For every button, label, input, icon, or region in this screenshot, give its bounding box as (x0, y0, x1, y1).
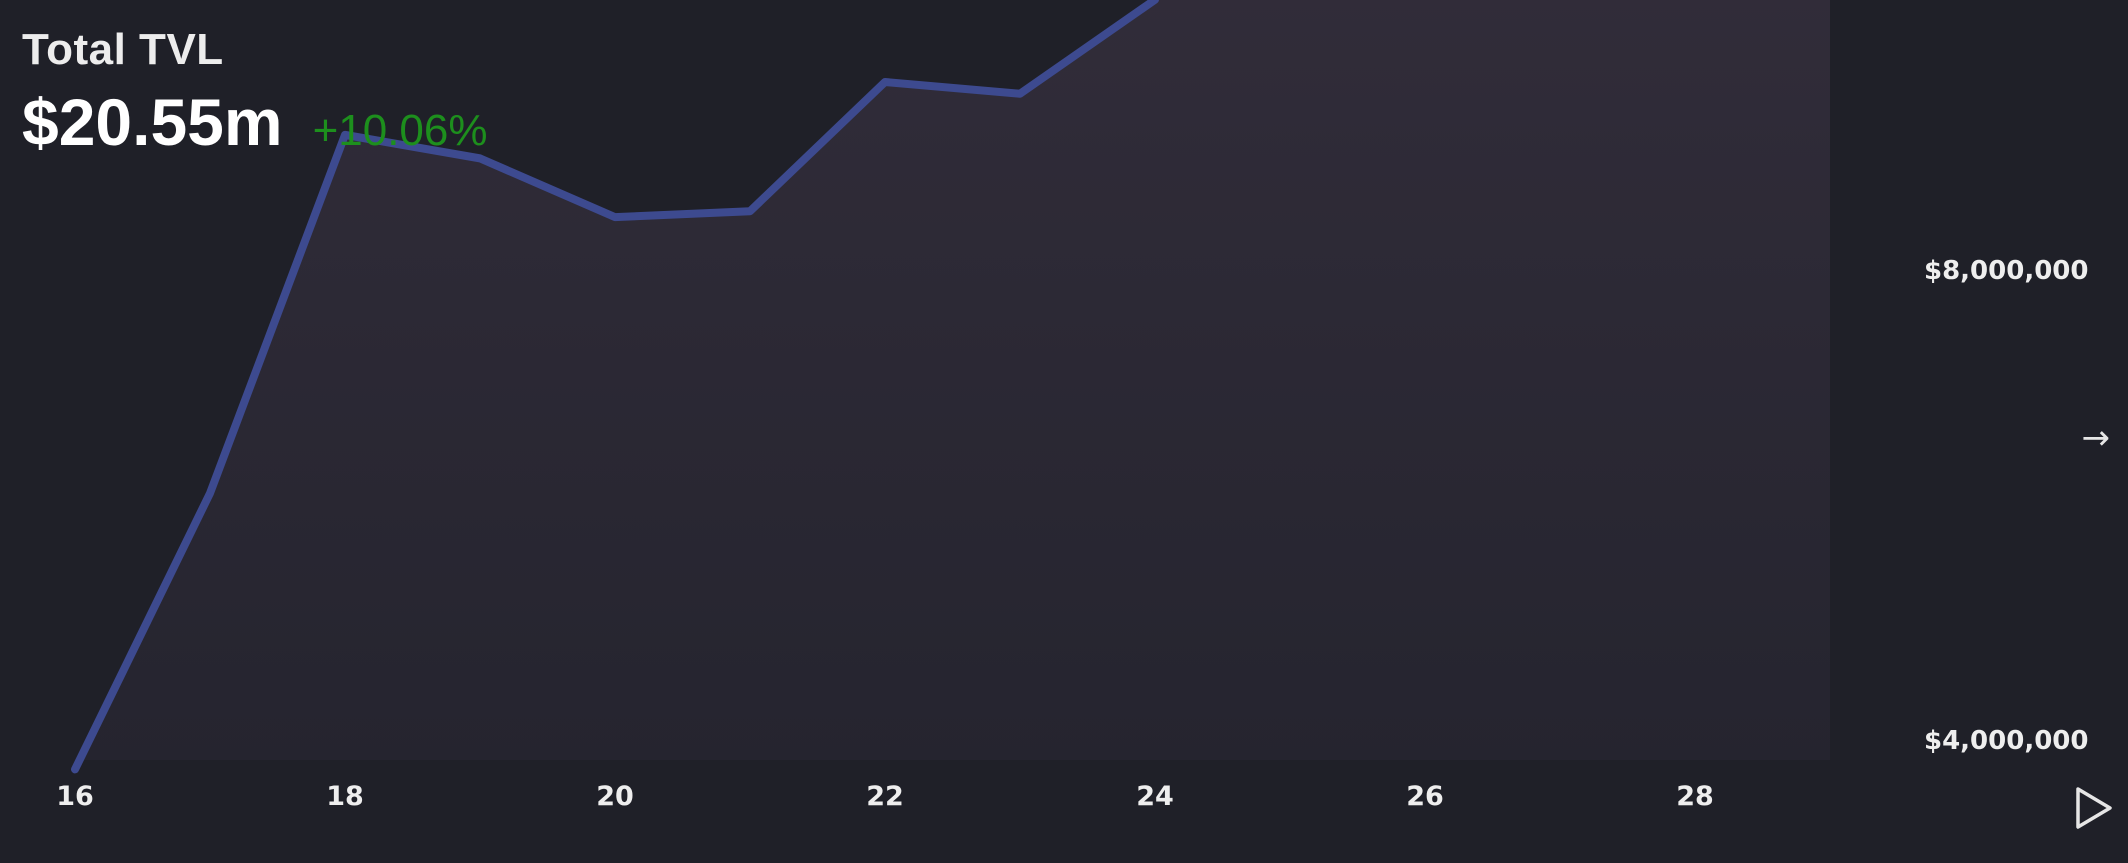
play-icon[interactable] (2074, 786, 2114, 830)
x-tick-label: 18 (326, 781, 364, 812)
series-line (71, 0, 1160, 774)
x-tick-label: 28 (1676, 781, 1714, 812)
x-tick-label: 22 (866, 781, 904, 812)
chart-title: Total TVL (22, 25, 224, 74)
value-row: $20.55m +10.06% (22, 84, 488, 160)
right-arrow-icon[interactable]: → (2081, 418, 2111, 458)
x-tick-label: 16 (56, 781, 94, 812)
y-tick-label: $4,000,000 (1924, 726, 2088, 756)
area-fill (75, 0, 1830, 770)
x-tick-label: 26 (1406, 781, 1444, 812)
x-tick-label: 24 (1136, 781, 1174, 812)
percent-change: +10.06% (312, 106, 488, 155)
y-tick-label: $8,000,000 (1924, 256, 2088, 286)
x-tick-label: 20 (596, 781, 634, 812)
current-value: $20.55m (22, 85, 283, 159)
chart-header: Total TVL $20.55m +10.06% (22, 22, 488, 160)
